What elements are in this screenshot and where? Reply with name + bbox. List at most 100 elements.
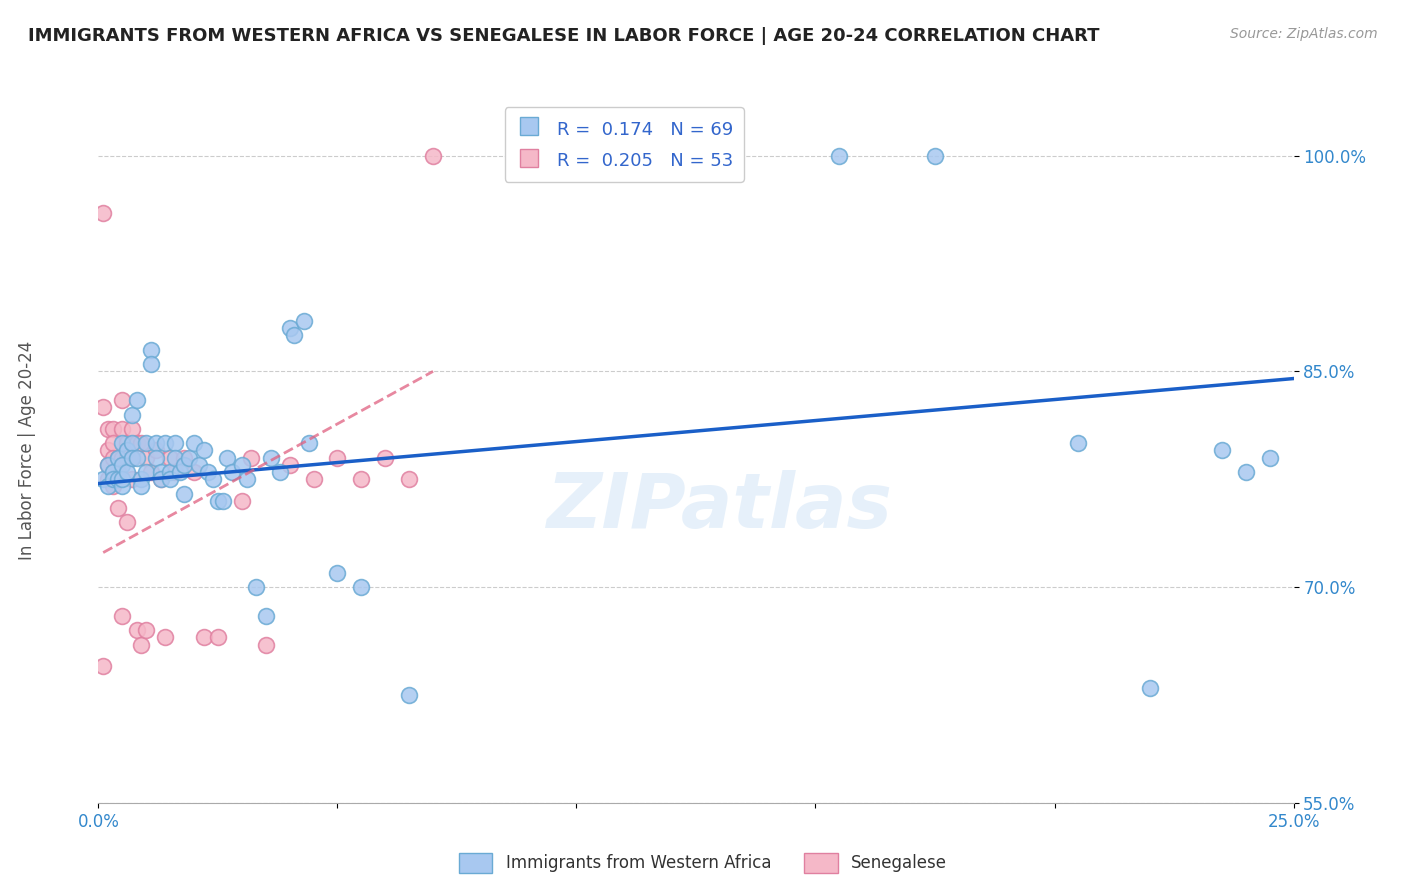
Point: [97, 472, 120, 486]
Point: [115, 465, 138, 479]
Point: [278, 321, 301, 335]
Point: [187, 458, 209, 472]
Point: [145, 450, 167, 465]
Legend: Immigrants from Western Africa, Senegalese: Immigrants from Western Africa, Senegale…: [453, 847, 953, 880]
Point: [115, 443, 138, 458]
Point: [139, 465, 162, 479]
Point: [121, 450, 143, 465]
Point: [155, 631, 177, 645]
Point: [326, 450, 349, 465]
Point: [101, 450, 124, 465]
Point: [135, 450, 157, 465]
Point: [374, 450, 396, 465]
Point: [111, 608, 134, 623]
Point: [159, 450, 181, 465]
Point: [145, 436, 167, 450]
Point: [163, 450, 186, 465]
Point: [101, 472, 124, 486]
Point: [202, 472, 225, 486]
Point: [131, 472, 153, 486]
Point: [101, 465, 124, 479]
Point: [101, 436, 124, 450]
Point: [111, 479, 134, 493]
Point: [245, 580, 267, 594]
Point: [107, 500, 129, 515]
Point: [107, 472, 129, 486]
Point: [197, 465, 219, 479]
Point: [135, 465, 157, 479]
Point: [350, 472, 373, 486]
Point: [193, 631, 215, 645]
Point: [1282, 846, 1305, 860]
Point: [217, 450, 239, 465]
Point: [828, 148, 851, 162]
Point: [221, 465, 243, 479]
Point: [240, 450, 263, 465]
Point: [207, 493, 229, 508]
Point: [193, 443, 215, 458]
Point: [91, 206, 114, 220]
Point: [422, 148, 444, 162]
Point: [131, 479, 153, 493]
Text: ZIPatlas: ZIPatlas: [547, 470, 893, 544]
Point: [398, 688, 420, 702]
Point: [149, 472, 172, 486]
Y-axis label: In Labor Force | Age 20-24: In Labor Force | Age 20-24: [18, 341, 37, 560]
Point: [183, 436, 205, 450]
Point: [121, 472, 143, 486]
Point: [97, 458, 120, 472]
Point: [115, 436, 138, 450]
Point: [163, 465, 186, 479]
Point: [131, 436, 153, 450]
Point: [107, 465, 129, 479]
Point: [149, 465, 172, 479]
Point: [613, 148, 636, 162]
Point: [111, 436, 134, 450]
Point: [111, 472, 134, 486]
Point: [135, 436, 157, 450]
Point: [111, 393, 134, 408]
Point: [111, 450, 134, 465]
Point: [259, 450, 281, 465]
Point: [1067, 436, 1090, 450]
Point: [107, 472, 129, 486]
Point: [125, 436, 148, 450]
Point: [278, 458, 301, 472]
Point: [254, 608, 277, 623]
Point: [91, 659, 114, 673]
Point: [139, 343, 162, 357]
Point: [91, 472, 114, 486]
Point: [145, 443, 167, 458]
Point: [97, 443, 120, 458]
Point: [111, 422, 134, 436]
Point: [292, 314, 315, 328]
Point: [211, 493, 233, 508]
Point: [121, 408, 143, 422]
Point: [155, 436, 177, 450]
Point: [350, 580, 373, 594]
Point: [398, 472, 420, 486]
Text: Source: ZipAtlas.com: Source: ZipAtlas.com: [1230, 27, 1378, 41]
Point: [254, 638, 277, 652]
Point: [121, 436, 143, 450]
Point: [924, 148, 946, 162]
Point: [283, 328, 305, 343]
Point: [269, 465, 291, 479]
Point: [173, 458, 195, 472]
Point: [115, 516, 138, 530]
Point: [231, 458, 253, 472]
Point: [125, 393, 148, 408]
Point: [1211, 443, 1233, 458]
Point: [97, 422, 120, 436]
Point: [125, 624, 148, 638]
Point: [179, 450, 201, 465]
Point: [121, 450, 143, 465]
Point: [101, 479, 124, 493]
Point: [231, 493, 253, 508]
Point: [173, 486, 195, 500]
Point: [97, 458, 120, 472]
Legend: R =  0.174   N = 69, R =  0.205   N = 53: R = 0.174 N = 69, R = 0.205 N = 53: [505, 107, 744, 182]
Point: [1139, 681, 1161, 695]
Point: [1258, 450, 1281, 465]
Point: [111, 458, 134, 472]
